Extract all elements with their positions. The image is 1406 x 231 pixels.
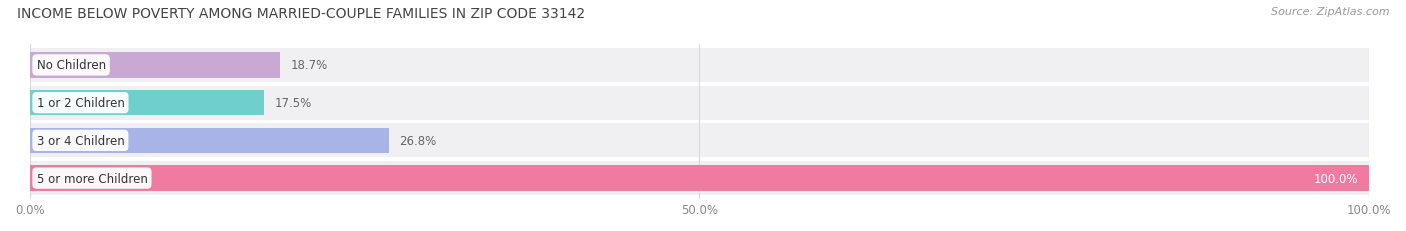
Bar	[30, 53, 280, 78]
Text: No Children: No Children	[37, 59, 105, 72]
Text: INCOME BELOW POVERTY AMONG MARRIED-COUPLE FAMILIES IN ZIP CODE 33142: INCOME BELOW POVERTY AMONG MARRIED-COUPL…	[17, 7, 585, 21]
Text: 5 or more Children: 5 or more Children	[37, 172, 148, 185]
Text: 1 or 2 Children: 1 or 2 Children	[37, 97, 124, 110]
Text: 18.7%: 18.7%	[291, 59, 328, 72]
Text: 26.8%: 26.8%	[399, 134, 437, 147]
Text: Source: ZipAtlas.com: Source: ZipAtlas.com	[1271, 7, 1389, 17]
Bar	[30, 90, 264, 116]
Text: 17.5%: 17.5%	[274, 97, 312, 110]
Text: 100.0%: 100.0%	[1313, 172, 1358, 185]
Bar	[30, 161, 1369, 195]
Bar	[30, 124, 1369, 158]
Bar	[30, 86, 1369, 120]
Bar	[30, 166, 1369, 191]
Bar	[30, 49, 1369, 82]
Text: 3 or 4 Children: 3 or 4 Children	[37, 134, 124, 147]
Bar	[30, 128, 388, 154]
